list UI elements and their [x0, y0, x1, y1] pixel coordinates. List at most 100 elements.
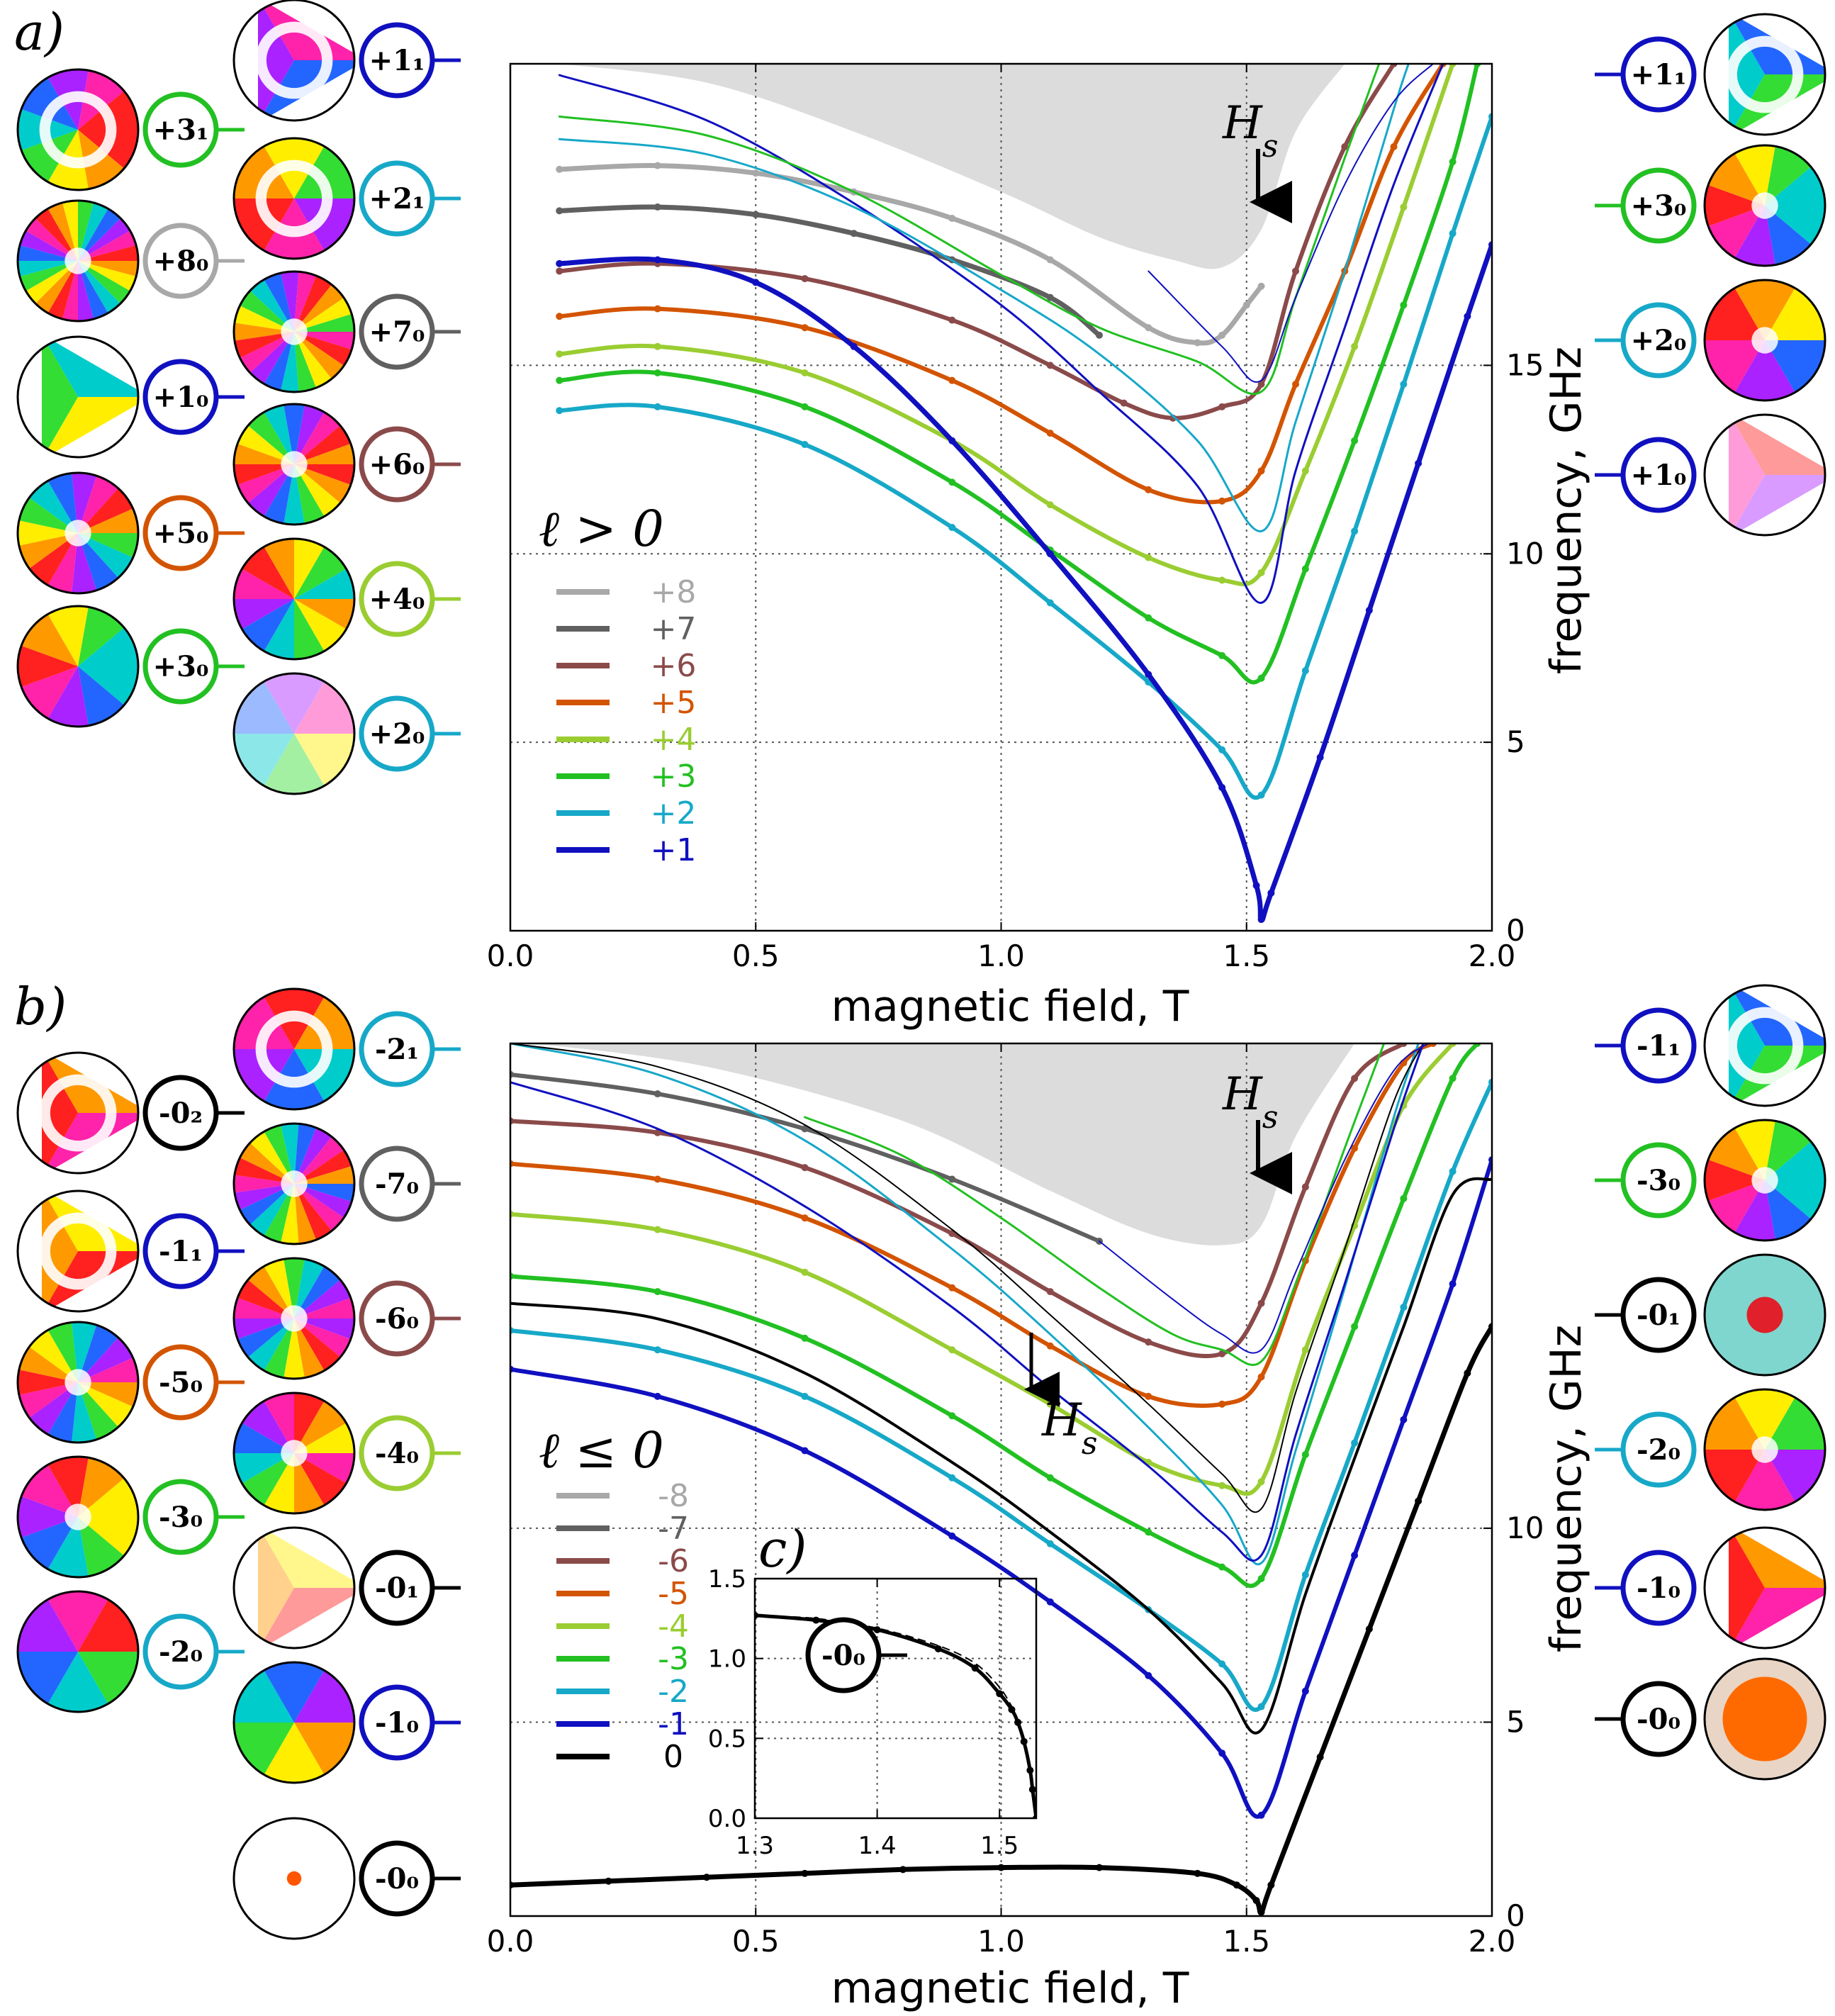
icon-sector — [294, 1049, 354, 1109]
icon-core — [1751, 327, 1778, 354]
icon-sector — [1729, 1389, 1801, 1450]
series-line — [558, 64, 1410, 532]
data-point — [1218, 1482, 1226, 1489]
mode-tag-label: +6₀ — [369, 448, 425, 481]
y-tick-label: 0 — [1506, 1898, 1525, 1933]
data-point — [1218, 1660, 1226, 1668]
mode-icon — [16, 199, 140, 323]
icon-sector — [70, 1322, 101, 1382]
mode-icon — [232, 1257, 356, 1380]
mode-tag-label: -1₁ — [159, 1235, 203, 1268]
icon-core — [1751, 192, 1778, 219]
icon-sector — [78, 533, 138, 563]
mode-icon — [1703, 1253, 1826, 1377]
mode-icon — [232, 537, 356, 661]
data-point — [801, 403, 809, 410]
icon-sector — [18, 642, 78, 691]
data-point — [1218, 1400, 1226, 1408]
icon-sector — [294, 464, 354, 489]
icon-sector — [18, 130, 78, 190]
x-tick-label: 0.5 — [732, 939, 780, 973]
icon-outline — [232, 987, 356, 1111]
mode-tag-label: +2₀ — [369, 717, 425, 751]
icon-sector — [1705, 340, 1765, 401]
data-point — [1400, 1194, 1408, 1202]
continuum-region — [534, 1043, 1355, 1245]
mode-tag-label: -5₀ — [159, 1366, 203, 1399]
icon-outline — [232, 1526, 356, 1650]
data-point — [1257, 1478, 1265, 1486]
data-point — [971, 1664, 979, 1672]
icon-outline — [1703, 144, 1826, 267]
icon-sector — [42, 261, 78, 321]
icon-outline — [16, 1590, 140, 1713]
icon-sector — [78, 503, 138, 533]
icon-fade — [1705, 415, 1825, 535]
mode-tag-label: -6₀ — [375, 1302, 419, 1335]
icon-sector — [294, 332, 321, 392]
data-point — [653, 203, 661, 211]
x-tick-label: 2.0 — [1469, 1924, 1516, 1959]
legend-a-title: ℓ > 0 — [539, 500, 664, 558]
data-point — [1257, 380, 1265, 388]
data-point — [1020, 1737, 1028, 1745]
legend-label: -2 — [658, 1674, 689, 1710]
icon-sector — [78, 261, 97, 321]
icon-outline — [1703, 1388, 1826, 1511]
series-line — [510, 1043, 1420, 1566]
mode-icon — [1703, 984, 1826, 1107]
series-group — [755, 1611, 1036, 1818]
data-point — [653, 342, 661, 350]
icon-sector — [18, 242, 78, 261]
data-point — [1218, 783, 1226, 791]
legend-label: -6 — [658, 1543, 689, 1579]
icon-sector — [258, 0, 294, 121]
icon-sector — [281, 404, 307, 464]
data-point — [1400, 301, 1408, 309]
legend-label: -4 — [658, 1608, 689, 1645]
series-line — [1099, 1043, 1429, 1354]
data-point — [1046, 362, 1054, 369]
icon-outline — [1703, 1253, 1826, 1377]
icon-sector — [234, 332, 294, 364]
data-point — [605, 1877, 612, 1885]
x-tick-label: 2.0 — [1469, 939, 1516, 973]
icon-sector — [78, 261, 138, 280]
data-point — [948, 215, 956, 223]
icon-core — [64, 1369, 91, 1396]
icon-sector — [70, 1382, 101, 1443]
legend-label: -3 — [658, 1641, 689, 1677]
data-point — [1257, 916, 1265, 924]
icon-sector — [1705, 1450, 1765, 1510]
icon-sector — [1705, 1180, 1765, 1241]
icon-core — [1751, 1436, 1778, 1463]
panel-a-mode-icons: +3₁ +8₀ +1₀ +5₀ +3₀ +1₁ +2₁ +7₀ +6₀ +4₀ +2₀ +1₁ +3₀ +… — [16, 0, 1826, 795]
series-line — [556, 242, 1492, 922]
data-point — [556, 313, 563, 320]
data-point — [1449, 1075, 1457, 1082]
data-point — [1145, 671, 1152, 678]
data-point — [996, 1690, 1004, 1698]
data-point — [948, 1474, 956, 1482]
icon-sector — [281, 464, 307, 525]
icon-sector — [78, 1652, 138, 1712]
icon-sector — [294, 1124, 321, 1184]
data-point — [1008, 1706, 1016, 1713]
data-point — [556, 267, 563, 275]
mode-tag-label: -2₀ — [1637, 1433, 1680, 1467]
icon-sector — [234, 1294, 294, 1318]
x-tick-label: 1.4 — [858, 1832, 897, 1860]
data-point — [1301, 1183, 1309, 1191]
data-point — [1218, 1350, 1226, 1357]
icon-sector — [1765, 340, 1825, 401]
mode-icon — [232, 137, 356, 260]
icon-sector — [1729, 14, 1825, 74]
mode-icon — [1703, 279, 1826, 402]
data-point — [1145, 614, 1152, 622]
data-point — [1301, 1450, 1309, 1458]
series-line — [556, 204, 1102, 338]
data-point — [1449, 1280, 1457, 1288]
icon-ring — [39, 91, 117, 169]
data-point — [1257, 1299, 1265, 1307]
